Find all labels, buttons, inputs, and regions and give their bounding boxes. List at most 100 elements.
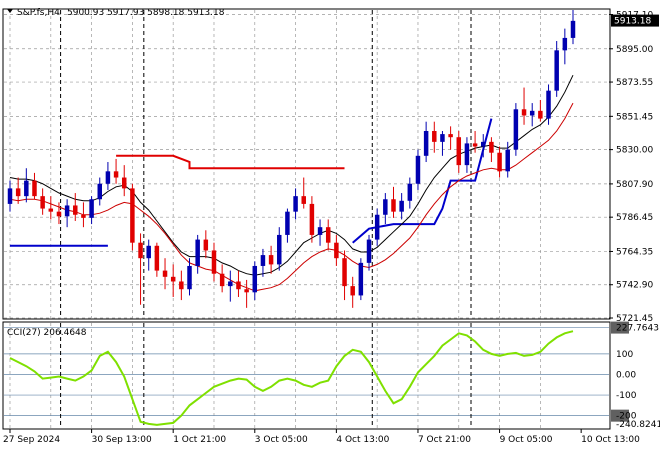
candle [505,141,510,178]
candle [7,180,13,212]
candle-body [7,188,13,204]
candle-body [293,196,298,212]
candle [162,258,168,290]
candle [448,126,453,150]
cci-level-label: -200 [616,412,637,422]
candle-body [456,137,462,166]
candle [374,208,380,246]
candle-body [219,273,225,287]
candle-body [268,255,274,265]
candle-body [521,109,527,116]
candle [489,137,494,163]
candle [211,242,217,282]
candle-body [399,200,404,212]
cci-level-label: -240.8241 [616,420,660,430]
candle-body [187,265,192,290]
ohlc-label: 5900.93 5917.93 5898.18 5913.18 [67,8,225,18]
time-label: 4 Oct 13:00 [336,435,389,445]
candle [562,28,568,65]
candle-body [285,211,290,235]
candle-body [15,188,21,197]
candle [64,199,70,228]
candle-body [146,245,151,259]
candle-body [505,149,510,172]
cci-level-label: -100 [616,391,637,401]
candle [138,233,143,305]
candle-body [89,199,94,218]
candle-body [138,242,143,259]
price-tick-label: 5895.00 [616,45,653,55]
candle-body [358,262,364,296]
candle-body [489,141,494,153]
candle-body [277,234,282,265]
price-axis: 5917.105895.005873.555851.455830.005807.… [609,10,659,324]
candle [179,270,184,301]
candle [236,270,241,297]
cci-level-label: 227.7643 [616,324,659,334]
cci-level-tag [611,321,629,334]
candle-body [415,155,421,184]
candle-body [407,183,413,201]
candle-body [113,171,119,178]
candles [7,10,576,308]
candle-body [342,258,347,287]
cci-series-line [9,330,574,426]
price-tick-label: 5786.45 [616,213,653,223]
candle-body [432,130,437,142]
candle-body [244,289,249,293]
candle-body [73,205,78,215]
candle [529,103,535,127]
chart-header: S&P.fs,H4 5900.93 5917.93 5898.18 5913.1… [7,8,225,18]
candle [203,230,209,259]
candle-body [538,110,543,119]
price-tick-label: 5873.55 [616,78,653,88]
candle [73,193,78,221]
candle-body [64,205,70,217]
candle [407,177,413,209]
candle-body [334,242,339,259]
candle [432,121,437,153]
candle [423,121,429,163]
candle-body [309,203,315,235]
candle [391,186,396,218]
stop-red-line [116,154,345,170]
candle [187,258,192,296]
candle-body [464,143,470,166]
candle [277,227,282,271]
candle-body [48,208,54,212]
price-tick-label: 5721.45 [616,314,653,324]
candle-body [228,281,233,287]
candle [89,196,94,225]
price-tick-label: 5807.90 [616,180,653,190]
candle [130,183,135,251]
candle [121,165,127,197]
candle [105,162,111,190]
candle [154,242,160,277]
candle-body [195,239,200,266]
candle-body [179,281,184,290]
candle [325,219,331,251]
candle-body [366,239,372,263]
candle [244,279,249,308]
candle [309,196,315,243]
candle-body [529,110,535,116]
time-label: 1 Oct 21:00 [173,435,226,445]
candle-body [374,214,380,240]
candle [546,84,551,125]
candle [497,146,502,178]
candle-body [203,239,209,251]
last-price-tag [611,14,659,27]
candle-body [211,250,217,274]
cci-level-label: 0.00 [616,370,636,380]
main-pane-frame [2,8,611,320]
candle-body [81,214,86,218]
dropdown-triangle-icon[interactable] [7,9,13,13]
candle-body [562,37,568,51]
candle [383,193,388,225]
candle [366,234,372,271]
candle [481,134,486,158]
candle [40,188,45,215]
candle [32,172,37,200]
candle [228,270,233,302]
